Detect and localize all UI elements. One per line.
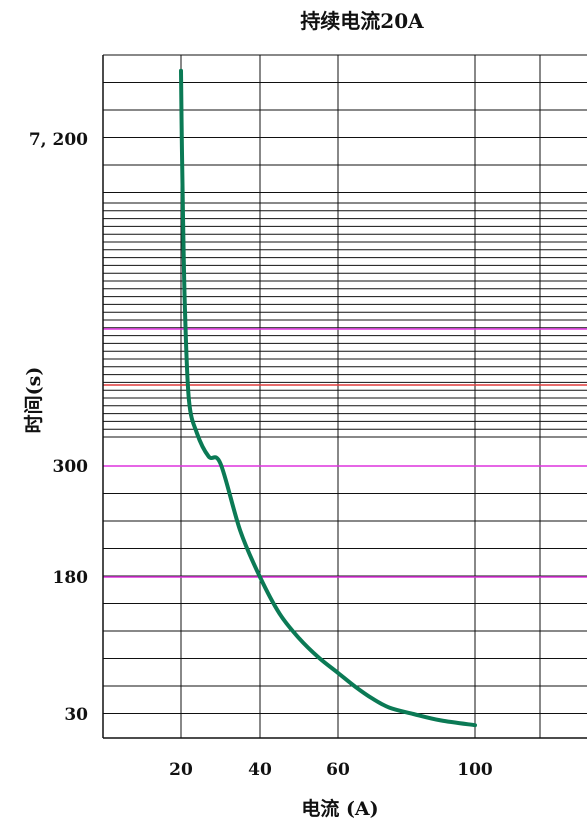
grid [103, 55, 587, 738]
y-tick-label: 300 [53, 457, 89, 477]
y-tick-label: 7, 200 [29, 130, 88, 150]
chart-title: 持续电流20A [300, 9, 424, 33]
y-axis-label: 时间(s) [23, 367, 45, 434]
x-tick-label: 60 [326, 760, 350, 780]
x-axis-label: 电流 (A) [301, 797, 378, 820]
x-tick-label: 20 [169, 760, 193, 780]
y-tick-label: 30 [64, 705, 88, 725]
y-tick-label: 180 [53, 568, 89, 588]
x-tick-label: 100 [457, 760, 493, 780]
x-tick-label: 40 [248, 760, 272, 780]
